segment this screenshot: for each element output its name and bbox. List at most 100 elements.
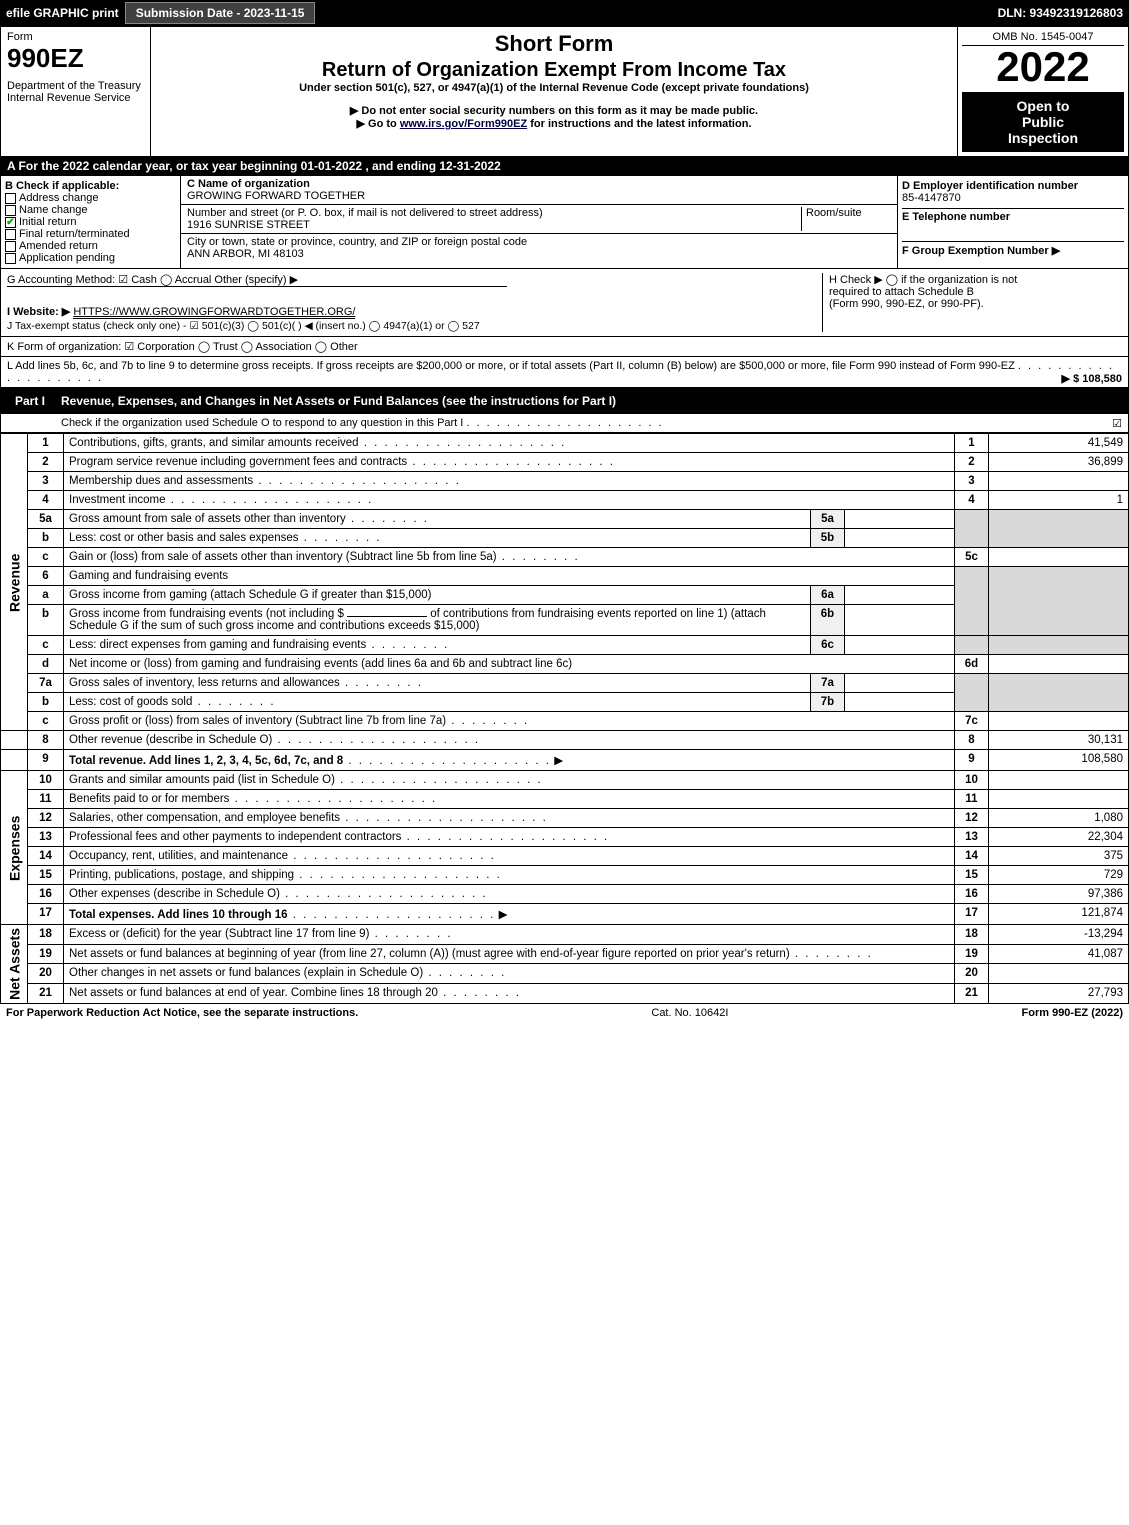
efile-print-label[interactable]: efile GRAPHIC print [6,6,119,20]
h-schedule-b: H Check ▶ ◯ if the organization is not r… [822,273,1122,332]
city-value: ANN ARBOR, MI 48103 [187,248,304,260]
row-a-tax-year: A For the 2022 calendar year, or tax yea… [0,157,1129,176]
line-8: 8 Other revenue (describe in Schedule O)… [1,731,1129,750]
l-text: L Add lines 5b, 6c, and 7b to line 9 to … [7,360,1015,372]
line-10: Expenses 10 Grants and similar amounts p… [1,771,1129,790]
c-org-name: GROWING FORWARD TOGETHER [187,190,365,202]
line-17: 17 Total expenses. Add lines 10 through … [1,904,1129,925]
section-bcd: B Check if applicable: Address change Na… [0,176,1129,269]
goto-row: ▶ Go to www.irs.gov/Form990EZ for instru… [157,117,951,130]
open-line3: Inspection [966,130,1120,146]
goto-post: for instructions and the latest informat… [530,118,751,130]
side-expenses: Expenses [1,771,28,925]
c-city-cell: City or town, state or province, country… [181,234,897,262]
c-label: C Name of organization [187,178,310,190]
line-1: Revenue 1 Contributions, gifts, grants, … [1,434,1129,453]
line-5c: c Gain or (loss) from sale of assets oth… [1,548,1129,567]
line-6: 6 Gaming and fundraising events [1,567,1129,586]
h-line1: H Check ▶ ◯ if the organization is not [829,273,1122,286]
b-title: B Check if applicable: [5,180,176,192]
part1-checkbox[interactable]: ☑ [1112,417,1122,430]
addr-value: 1916 SUNRISE STREET [187,219,310,231]
line-21: 21 Net assets or fund balances at end of… [1,984,1129,1004]
addr-label: Number and street (or P. O. box, if mail… [187,207,543,219]
d-label: D Employer identification number [902,180,1124,192]
form-word: Form [7,31,144,43]
line-6c: c Less: direct expenses from gaming and … [1,636,1129,655]
open-line1: Open to [966,98,1120,114]
e-label: E Telephone number [902,208,1124,223]
dept-treasury: Department of the Treasury [7,80,144,92]
form-header: Form 990EZ Department of the Treasury In… [0,26,1129,157]
line-14: 14 Occupancy, rent, utilities, and maint… [1,847,1129,866]
check-amended[interactable]: Amended return [5,240,176,252]
line-20: 20 Other changes in net assets or fund b… [1,964,1129,984]
page-footer: For Paperwork Reduction Act Notice, see … [0,1004,1129,1022]
g-accounting: G Accounting Method: ☑ Cash ◯ Accrual Ot… [7,273,507,287]
h-line3: (Form 990, 990-EZ, or 990-PF). [829,298,1122,310]
line-7a: 7a Gross sales of inventory, less return… [1,674,1129,693]
goto-pre: ▶ Go to [357,118,400,130]
part1-header: Part I Revenue, Expenses, and Changes in… [0,388,1129,414]
line-7c: c Gross profit or (loss) from sales of i… [1,712,1129,731]
part1-check-text: Check if the organization used Schedule … [61,417,463,429]
line-18: Net Assets 18 Excess or (deficit) for th… [1,925,1129,945]
submission-date: Submission Date - 2023-11-15 [125,2,316,24]
dln-label: DLN: 93492319126803 [998,6,1123,20]
side-net-assets: Net Assets [1,925,28,1004]
return-title: Return of Organization Exempt From Incom… [157,59,951,82]
check-initial-return[interactable]: Initial return [5,216,176,228]
check-address-change[interactable]: Address change [5,192,176,204]
line-12: 12 Salaries, other compensation, and emp… [1,809,1129,828]
line-2: 2 Program service revenue including gove… [1,453,1129,472]
part1-table: Revenue 1 Contributions, gifts, grants, … [0,433,1129,1004]
footer-left: For Paperwork Reduction Act Notice, see … [6,1007,358,1019]
goto-link[interactable]: www.irs.gov/Form990EZ [400,118,527,130]
check-final-return[interactable]: Final return/terminated [5,228,176,240]
section-ghij: G Accounting Method: ☑ Cash ◯ Accrual Ot… [0,269,1129,337]
c-name-cell: C Name of organization GROWING FORWARD T… [181,176,897,205]
city-label: City or town, state or province, country… [187,236,527,248]
line-3: 3 Membership dues and assessments 3 [1,472,1129,491]
open-line2: Public [966,114,1120,130]
short-form-title: Short Form [157,31,951,57]
top-bar: efile GRAPHIC print Submission Date - 20… [0,0,1129,26]
under-section: Under section 501(c), 527, or 4947(a)(1)… [157,82,951,94]
d-ein: 85-4147870 [902,192,1124,204]
j-tax-exempt: J Tax-exempt status (check only one) - ☑… [7,320,822,332]
i-label: I Website: ▶ [7,306,70,318]
website-link[interactable]: HTTPS://WWW.GROWINGFORWARDTOGETHER.ORG/ [73,306,355,319]
i-website-row: I Website: ▶ HTTPS://WWW.GROWINGFORWARDT… [7,305,822,318]
header-center: Short Form Return of Organization Exempt… [151,27,958,156]
no-ssn-note: ▶ Do not enter social security numbers o… [157,104,951,117]
line-5a: 5a Gross amount from sale of assets othe… [1,510,1129,529]
irs-label: Internal Revenue Service [7,92,144,104]
l-amount: ▶ $ 108,580 [1062,372,1122,385]
part1-dots [466,417,663,429]
ghij-left: G Accounting Method: ☑ Cash ◯ Accrual Ot… [7,273,822,332]
line-4: 4 Investment income 4 1 [1,491,1129,510]
part1-title: Revenue, Expenses, and Changes in Net As… [61,394,616,408]
line-19: 19 Net assets or fund balances at beginn… [1,944,1129,964]
col-b-checkboxes: B Check if applicable: Address change Na… [1,176,181,268]
open-to-public: Open to Public Inspection [962,92,1124,152]
h-line2: required to attach Schedule B [829,286,1122,298]
room-suite: Room/suite [801,207,891,231]
f-label: F Group Exemption Number ▶ [902,241,1124,257]
line-13: 13 Professional fees and other payments … [1,828,1129,847]
footer-cat: Cat. No. 10642I [358,1007,1021,1019]
line-15: 15 Printing, publications, postage, and … [1,866,1129,885]
col-d-ein: D Employer identification number 85-4147… [898,176,1128,268]
part1-check-row: Check if the organization used Schedule … [0,414,1129,433]
check-app-pending[interactable]: Application pending [5,252,176,264]
form-number: 990EZ [7,43,144,74]
line-16: 16 Other expenses (describe in Schedule … [1,885,1129,904]
tax-year: 2022 [962,46,1124,88]
check-name-change[interactable]: Name change [5,204,176,216]
c-address-cell: Number and street (or P. O. box, if mail… [181,205,897,234]
line-6d: d Net income or (loss) from gaming and f… [1,655,1129,674]
k-form-of-org: K Form of organization: ☑ Corporation ◯ … [0,337,1129,357]
side-revenue: Revenue [1,434,28,731]
line-9: 9 Total revenue. Add lines 1, 2, 3, 4, 5… [1,750,1129,771]
header-right: OMB No. 1545-0047 2022 Open to Public In… [958,27,1128,156]
